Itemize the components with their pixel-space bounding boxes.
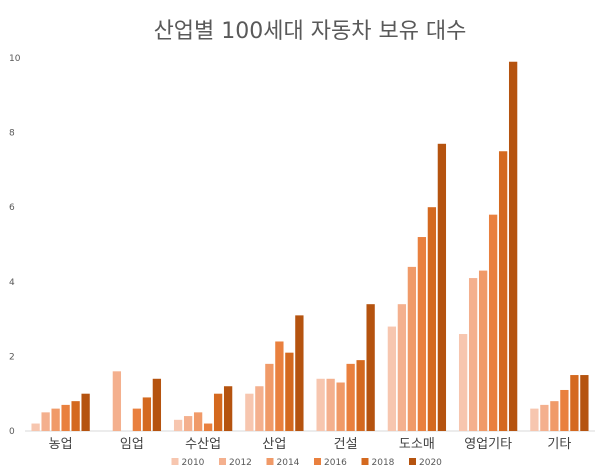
bar-2020	[580, 375, 589, 431]
y-tick-label: 4	[9, 278, 15, 288]
x-tick-label: 산업	[262, 437, 286, 452]
bar-2014	[336, 382, 345, 431]
bar-2018	[285, 352, 294, 431]
bar-2010	[458, 334, 468, 431]
legend-swatch-2016	[314, 458, 321, 465]
bar-2020	[295, 315, 304, 431]
bar-2010	[245, 393, 254, 431]
bar-group	[31, 61, 589, 432]
legend-label: 2018	[372, 458, 395, 468]
bar-2020	[437, 143, 447, 432]
bar-2012	[255, 386, 264, 431]
bar-2010	[316, 378, 325, 431]
bar-2016	[488, 214, 498, 431]
bar-2014	[478, 270, 488, 431]
bar-2018	[498, 151, 508, 431]
bar-2016	[61, 404, 70, 431]
bar-2020	[508, 61, 518, 431]
y-tick-label: 8	[9, 129, 15, 139]
bar-2014	[265, 363, 274, 431]
x-tick-label: 도소매	[399, 437, 435, 452]
legend-label: 2014	[277, 458, 300, 468]
legend-label: 2010	[182, 458, 205, 468]
legend-swatch-2014	[266, 458, 274, 465]
bar-2020	[366, 304, 375, 431]
x-tick-label: 건설	[334, 437, 358, 452]
bar-2018	[427, 207, 437, 431]
bar-2012	[397, 304, 407, 431]
bar-2018	[570, 375, 579, 431]
legend-swatch-2012	[219, 458, 226, 465]
bar-2010	[387, 326, 397, 431]
y-tick-label: 2	[9, 352, 15, 362]
bar-2020	[81, 393, 90, 431]
bar-2018	[71, 401, 80, 431]
bar-2012	[41, 412, 50, 431]
bar-2012	[540, 404, 549, 431]
bar-2018	[142, 397, 152, 431]
bar-2016	[275, 341, 284, 431]
bar-2012	[112, 371, 122, 431]
bar-2020	[223, 386, 233, 431]
x-axis-ticks: 농업 임업 수산업 산업 건설 도소매 영업기타 기타	[49, 437, 572, 452]
bar-2014	[407, 266, 417, 431]
legend-swatch-2010	[171, 458, 179, 465]
y-tick-label: 0	[9, 427, 15, 437]
legend-swatch-2020	[409, 458, 416, 465]
bar-2010	[173, 419, 183, 431]
bar-2014	[193, 412, 203, 431]
x-tick-label: 수산업	[185, 437, 221, 452]
x-tick-label: 임업	[120, 437, 144, 452]
y-axis-ticks: 0 2 4 6 8 10	[9, 54, 21, 437]
y-tick-label: 6	[9, 203, 15, 213]
bar-2016	[346, 363, 355, 431]
bar-2012	[183, 416, 193, 431]
x-tick-label: 영업기타	[464, 437, 512, 452]
legend-label: 2012	[229, 458, 252, 468]
bar-2016	[560, 389, 569, 431]
bar-2012	[468, 278, 478, 431]
bar-2020	[152, 378, 162, 431]
y-tick-label: 10	[9, 54, 21, 64]
bar-2012	[326, 378, 335, 431]
bar-2014	[51, 408, 60, 431]
legend-label: 2020	[419, 458, 442, 468]
bar-2018	[213, 393, 223, 431]
chart-title: 산업별 100세대 자동차 보유 대수	[154, 19, 467, 44]
legend-swatch-2018	[361, 458, 369, 465]
bar-2010	[31, 423, 40, 431]
bar-2016	[417, 237, 427, 431]
bar-2014	[550, 401, 559, 431]
bar-2016	[203, 423, 213, 431]
x-tick-label: 농업	[49, 437, 73, 452]
bar-2016	[132, 408, 142, 431]
bar-2018	[356, 360, 365, 431]
legend: 2010 2012 2014 2016 2018 2020	[171, 458, 442, 468]
bar-2010	[530, 408, 539, 431]
x-tick-label: 기타	[547, 437, 571, 452]
legend-label: 2016	[324, 458, 347, 468]
